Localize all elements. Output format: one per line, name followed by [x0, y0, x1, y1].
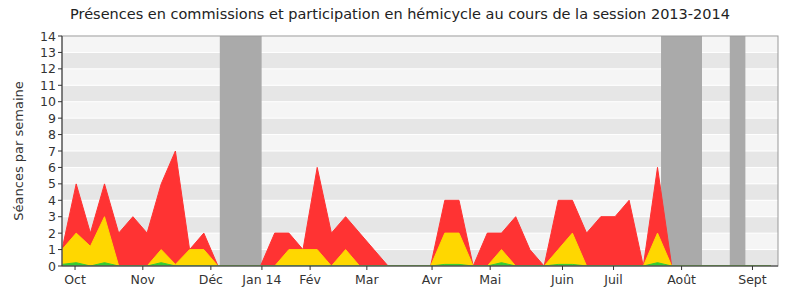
- y-tick-label: 4: [48, 193, 56, 208]
- y-tick-label: 12: [40, 61, 56, 76]
- area: [62, 217, 771, 266]
- x-tick: [310, 266, 311, 270]
- y-tick: [58, 266, 62, 267]
- y-tick-label: 8: [48, 127, 56, 142]
- x-tick-label: Déc: [199, 272, 223, 287]
- y-tick-label: 5: [48, 176, 56, 191]
- y-tick-label: 2: [48, 226, 56, 241]
- x-tick-label: Août: [667, 272, 696, 287]
- y-tick-label: 14: [40, 29, 56, 44]
- y-label: Séances par semaine: [11, 81, 26, 220]
- x-tick-label: Mai: [479, 272, 501, 287]
- y-tick: [58, 233, 62, 234]
- y-tick: [58, 183, 62, 184]
- title: Présences en commissions et participatio…: [70, 6, 730, 22]
- x-axis: [62, 266, 778, 267]
- y-tick-label: 9: [48, 111, 56, 126]
- x-tick-label: Jan 14: [241, 272, 281, 287]
- x-tick-label: Juin: [550, 272, 574, 287]
- x-tick-label: Juil: [603, 272, 623, 287]
- grid-line: [62, 266, 778, 267]
- y-tick: [58, 36, 62, 37]
- chart: Présences en commissions et participatio…: [0, 0, 800, 300]
- x-tick: [490, 266, 491, 270]
- shaded-period: [730, 36, 746, 266]
- y-tick: [58, 216, 62, 217]
- x-tick: [681, 266, 682, 270]
- x-tick-label: Sept: [738, 272, 767, 287]
- y-tick: [58, 52, 62, 53]
- plot: [62, 36, 771, 266]
- frame: [62, 36, 778, 266]
- x-tick-label: Oct: [64, 272, 86, 287]
- x-tick: [261, 266, 262, 270]
- y-tick-label: 1: [48, 242, 56, 257]
- x-tick: [142, 266, 143, 270]
- y-tick: [58, 200, 62, 201]
- x-tick: [562, 266, 563, 270]
- y-tick-label: 10: [40, 94, 56, 109]
- x-tick-label: Mar: [355, 272, 379, 287]
- y-tick: [58, 101, 62, 102]
- y-tick: [58, 249, 62, 250]
- shaded-period: [220, 36, 262, 266]
- x-tick: [613, 266, 614, 270]
- y-tick: [58, 118, 62, 119]
- y-tick-label: 0: [48, 259, 56, 274]
- x-tick: [366, 266, 367, 270]
- x-tick: [752, 266, 753, 270]
- y-tick: [58, 68, 62, 69]
- y-tick-label: 6: [48, 160, 56, 175]
- y-tick: [58, 85, 62, 86]
- y-tick-label: 11: [40, 78, 56, 93]
- y-tick: [58, 134, 62, 135]
- y-tick: [58, 151, 62, 152]
- x-tick-label: Avr: [422, 272, 443, 287]
- x-tick: [75, 266, 76, 270]
- x-tick: [432, 266, 433, 270]
- x-tick-label: Nov: [131, 272, 156, 287]
- y-tick: [58, 167, 62, 168]
- y-tick-label: 13: [40, 45, 56, 60]
- x-tick-label: Fév: [299, 272, 321, 287]
- y-tick-label: 3: [48, 209, 56, 224]
- y-tick-label: 7: [48, 144, 56, 159]
- x-tick: [210, 266, 211, 270]
- area: [62, 151, 771, 266]
